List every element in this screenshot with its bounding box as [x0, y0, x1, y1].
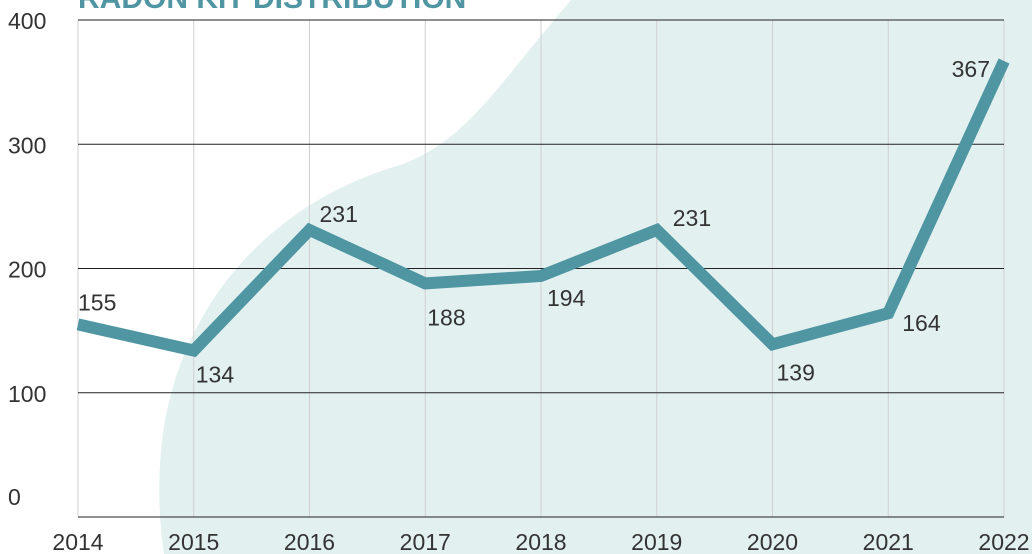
x-tick-label: 2020: [747, 529, 798, 554]
y-tick-label: 100: [8, 381, 46, 407]
x-tick-label: 2017: [400, 529, 451, 554]
x-tick-label: 2018: [515, 529, 566, 554]
y-tick-label: 300: [8, 132, 46, 158]
x-tick-label: 2019: [631, 529, 682, 554]
y-tick-label: 400: [8, 8, 46, 34]
data-label: 134: [196, 362, 235, 388]
x-tick-label: 2021: [863, 529, 914, 554]
x-tick-label: 2014: [52, 529, 103, 554]
data-label: 139: [777, 359, 815, 385]
x-tick-label: 2015: [168, 529, 219, 554]
chart-title: RADON KIT DISTRIBUTION: [78, 0, 466, 15]
x-tick-label: 2022: [978, 529, 1029, 554]
data-label: 367: [952, 56, 990, 82]
data-label: 231: [320, 201, 358, 227]
data-label: 164: [902, 310, 941, 336]
background-blob: [159, 0, 1032, 554]
x-tick-label: 2016: [284, 529, 335, 554]
data-label: 231: [673, 205, 711, 231]
y-tick-label: 0: [8, 484, 21, 510]
y-tick-label: 200: [8, 257, 46, 283]
data-label: 155: [78, 289, 116, 315]
line: [76, 58, 1010, 358]
data-label: 188: [427, 304, 465, 330]
data-label: 194: [547, 285, 586, 311]
